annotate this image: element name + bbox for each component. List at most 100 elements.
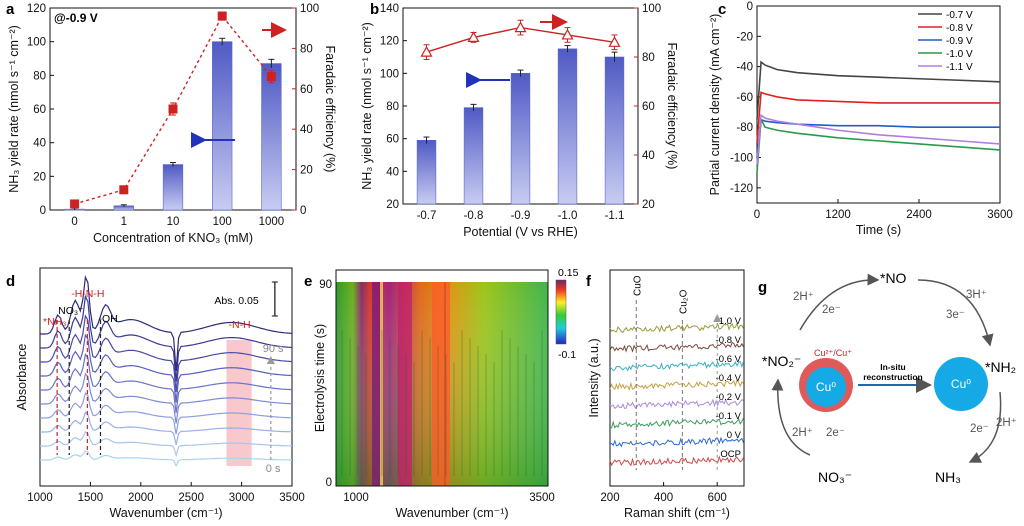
- bar: [463, 107, 484, 205]
- panel-e-plot: 90 0 1000 3500 Wavenumber (cm⁻¹) Electrolysis…: [313, 267, 579, 520]
- step-label-2: 2e⁻: [822, 304, 841, 316]
- legend-label: -0.7 V: [946, 10, 973, 21]
- panel-label-d: d: [6, 273, 15, 290]
- spectrum-line: [40, 294, 293, 382]
- x-tick-label: 2500: [178, 492, 204, 504]
- y2-tick-label: 40: [300, 124, 313, 136]
- y-tick-label: -80: [736, 122, 753, 134]
- shell-label: Cu²⁺/Cu⁺: [814, 348, 852, 358]
- y-tick-label: 120: [27, 3, 46, 15]
- panel-label-a: a: [6, 1, 15, 18]
- bar: [510, 73, 531, 205]
- y-tick-label: -120: [730, 183, 753, 195]
- raman-spectrum: [609, 455, 744, 467]
- panel-c-plot: 0 -20 -40 -60 -80 -100 -120 0 1200 2400 3600 -0.7 V…: [708, 1, 1013, 237]
- x-tick-label: 1000: [259, 216, 285, 228]
- node-no3: NO₃⁻: [818, 469, 852, 485]
- y-tick-label: 100: [27, 37, 46, 49]
- scale-bar-label: Abs. 0.05: [214, 295, 259, 307]
- y2-tick-label: 20: [642, 199, 655, 211]
- bar: [604, 56, 625, 205]
- colorbar-min: -0.1: [558, 349, 576, 361]
- x-tick-label: 1: [121, 216, 127, 228]
- node-nh2: *NH₂: [985, 359, 1016, 375]
- cu-core-left-label: Cu⁰: [816, 380, 836, 394]
- series-label: 0 V: [727, 430, 742, 441]
- y-tick-label: 80: [386, 101, 399, 113]
- node-no2: *NO₂⁻: [762, 353, 801, 369]
- spectrum-line: [40, 450, 292, 468]
- y2-axis-title: Faradaic efficiency (%): [665, 43, 679, 170]
- y-axis-title: NH₃ yield rate (nmol s⁻¹ cm⁻²): [7, 25, 21, 193]
- x-tick-label: 1500: [78, 492, 104, 504]
- fe-point: [514, 21, 527, 33]
- plot-frame: [39, 267, 293, 487]
- x-axis-title: Wavenumber (cm⁻¹): [395, 506, 508, 520]
- bar: [261, 63, 282, 211]
- legend-label: -0.9 V: [946, 36, 973, 47]
- x-tick-label: 1000: [343, 492, 369, 504]
- x-axis-title: Concentration of KNO₃ (mM): [93, 231, 253, 245]
- raman-spectrum: [609, 360, 744, 372]
- label-no3: NO₃⁻: [58, 305, 84, 317]
- cu-core-left: [806, 367, 846, 407]
- plot-frame: [609, 269, 745, 487]
- y-tick-label: -20: [736, 31, 753, 43]
- y-tick-label: 90: [319, 279, 332, 291]
- label-cu2o: Cu₂O: [678, 289, 689, 314]
- series-line: [756, 91, 1000, 143]
- spectrum-line: [40, 411, 293, 445]
- annotation: @-0.9 V: [54, 11, 98, 25]
- panel-label-b: b: [370, 1, 379, 18]
- fe-point: [119, 185, 129, 195]
- legend-label: -1.1 V: [946, 62, 973, 73]
- panel-f: f 200 400 600 -1.0 V -0.8 V -0.6 V -0.4 V -0.2 …: [586, 269, 745, 520]
- y-axis-title: Electrolysis time (s): [313, 324, 327, 432]
- fe-point: [70, 199, 80, 209]
- heatmap-ridge: [380, 282, 383, 486]
- arrow-nh2-to-nh3: [968, 391, 1002, 463]
- label-oh: -OH: [98, 313, 117, 325]
- label-nh3: *NH₃: [43, 316, 67, 328]
- bar: [162, 164, 184, 211]
- y2-axis-title: Faradaic efficiency (%): [323, 46, 337, 173]
- x-tick-label: 3600: [987, 209, 1013, 221]
- raman-spectrum: [609, 398, 744, 410]
- y-tick-label: 80: [33, 70, 46, 82]
- panel-c: c 0 -20 -40 -60 -80 -100 -120 0 1200 2400 3600 -0.7…: [708, 1, 1013, 237]
- y-tick-label: 0: [40, 205, 46, 217]
- fe-point: [168, 104, 178, 114]
- series-label: -0.4 V: [716, 373, 742, 384]
- y-tick-label: 120: [380, 36, 399, 48]
- y-tick-label: -60: [736, 92, 753, 104]
- y-tick-label: 60: [386, 134, 399, 146]
- step-label-1: 2H⁺: [793, 291, 814, 303]
- panel-g: g *NO *NO₂⁻ *NH₂ NO₃⁻ NH₃ 2H⁺ 2e⁻ 3H⁺ 3e…: [758, 270, 1017, 485]
- x-tick-label: 1200: [825, 209, 851, 221]
- x-tick-label: 3000: [229, 492, 255, 504]
- node-nh3: NH₃: [935, 469, 961, 485]
- x-tick-label: 2000: [128, 492, 154, 504]
- label-90s: 90 s: [263, 343, 284, 355]
- arrow-no-to-nh2: [917, 279, 994, 347]
- x-tick-label: 200: [600, 492, 619, 504]
- bar: [416, 140, 437, 205]
- x-axis-title: Potential (V vs RHE): [463, 225, 578, 239]
- x-tick-label: 3500: [279, 492, 305, 504]
- cu-core-right-label: Cu⁰: [951, 377, 971, 391]
- y-tick-label: 40: [33, 138, 46, 150]
- x-tick-label: 100: [213, 216, 232, 228]
- x-tick-label: 1000: [27, 492, 53, 504]
- spectrum-line: [40, 430, 292, 458]
- y-tick-label: 0: [326, 477, 332, 489]
- y2-tick-label: 40: [642, 150, 655, 162]
- x-axis-title: Time (s): [856, 223, 901, 237]
- plot-frame: [335, 269, 549, 487]
- panel-label-c: c: [718, 1, 726, 18]
- fe-point: [561, 28, 574, 40]
- y-tick-label: -100: [730, 153, 753, 165]
- y-tick-label: 40: [386, 166, 399, 178]
